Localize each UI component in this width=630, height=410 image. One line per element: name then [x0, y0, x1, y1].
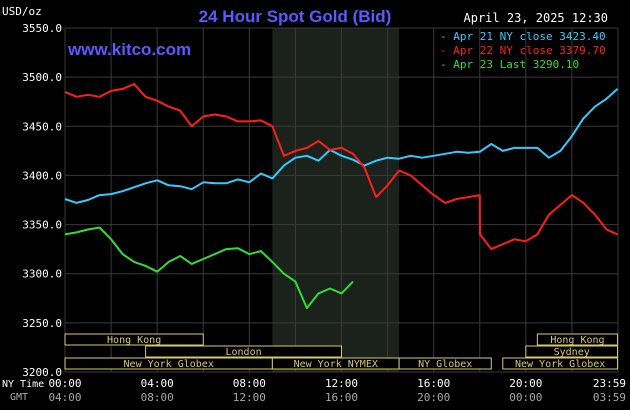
legend-entry-red: - Apr 22 NY close 3379.70 — [440, 44, 606, 57]
y-tick-label: 3250.0 — [22, 317, 62, 330]
x-tick-label-gmt: 04:00 — [48, 391, 81, 404]
session-bar: Hong Kong — [536, 333, 619, 346]
x-tick-label-ny: 20:00 — [509, 377, 542, 390]
x-tick-label-gmt: 20:00 — [417, 391, 450, 404]
y-tick-label: 3550.0 — [22, 22, 62, 35]
x-tick-label-gmt: 00:00 — [509, 391, 542, 404]
session-label: Sydney — [554, 347, 590, 358]
x-tick-label-ny: 12:00 — [325, 377, 358, 390]
x-tick-label-gmt: 03:59 — [593, 391, 626, 404]
session-label: New York Globex — [124, 359, 214, 370]
legend: - Apr 21 NY close 3423.40- Apr 22 NY clo… — [440, 30, 606, 71]
x-axis-label-ny: NY Time — [2, 379, 44, 390]
y-tick-label: 3400.0 — [22, 169, 62, 182]
trading-sessions: Hong Kong London New York Globex New York N… — [64, 333, 619, 370]
chart-title: 24 Hour Spot Gold (Bid) — [199, 7, 392, 26]
session-box — [64, 333, 204, 346]
y-tick-label: 3450.0 — [22, 120, 62, 133]
session-bar: London — [145, 345, 342, 358]
session-box — [525, 345, 619, 358]
legend-entry-cyan: - Apr 21 NY close 3423.40 — [440, 30, 606, 43]
x-tick-label-ny: 04:00 — [141, 377, 174, 390]
session-bar: NY Globex — [398, 357, 492, 370]
session-box — [145, 345, 342, 358]
series-line-cyan — [64, 88, 619, 204]
x-axis-label-gmt: GMT — [10, 392, 28, 403]
session-label: Hong Kong — [107, 335, 161, 346]
x-axis-ticks: 00:0004:0004:0008:0008:0012:0012:0016:00… — [48, 377, 626, 404]
x-tick-label-ny: 23:59 — [593, 377, 626, 390]
session-box — [536, 333, 619, 346]
x-tick-label-gmt: 16:00 — [325, 391, 358, 404]
x-tick-label-ny: 16:00 — [417, 377, 450, 390]
x-tick-label-ny: 08:00 — [233, 377, 266, 390]
series-line-red — [64, 83, 618, 251]
session-box — [398, 357, 492, 370]
y-tick-label: 3350.0 — [22, 219, 62, 232]
date-time: April 23, 2025 12:30 — [464, 11, 609, 25]
y-tick-label: 3300.0 — [22, 268, 62, 281]
y-tick-label: 3200.0 — [22, 366, 62, 379]
session-bar: Sydney — [525, 345, 619, 358]
session-label: Hong Kong — [550, 335, 604, 346]
x-tick-label-gmt: 12:00 — [233, 391, 266, 404]
session-label: New York NYMEX — [294, 359, 378, 370]
legend-entry-green: - Apr 23 Last 3290.10 — [440, 58, 579, 71]
series-line-green — [64, 226, 354, 310]
x-tick-label-ny: 00:00 — [48, 377, 81, 390]
session-bar: Hong Kong — [64, 333, 204, 346]
session-bar: New York Globex — [64, 357, 273, 370]
session-bar: New York Globex — [502, 357, 619, 370]
grid-lines — [64, 27, 619, 373]
unit-label: USD/oz — [2, 5, 42, 18]
session-box — [502, 357, 619, 370]
session-label: London — [226, 347, 262, 358]
price-series — [64, 83, 619, 310]
y-tick-label: 3500.0 — [22, 71, 62, 84]
session-bar: New York NYMEX — [271, 357, 400, 370]
nymex-hours-shade — [272, 28, 400, 372]
session-label: New York Globex — [515, 359, 605, 370]
y-axis-ticks: 3550.0 3500.0 3450.0 3400.0 3350.0 3300.0 3250… — [22, 22, 62, 379]
x-tick-label-gmt: 08:00 — [141, 391, 174, 404]
watermark: www.kitco.com — [67, 40, 191, 59]
session-label: NY Globex — [418, 359, 472, 370]
